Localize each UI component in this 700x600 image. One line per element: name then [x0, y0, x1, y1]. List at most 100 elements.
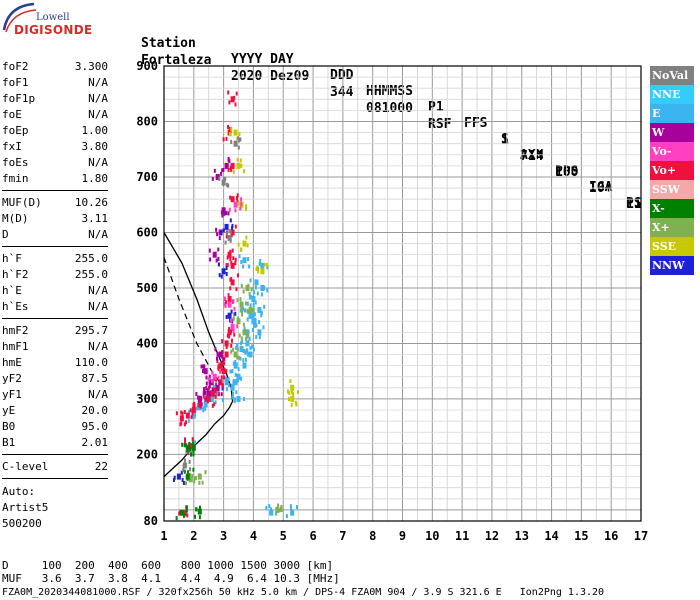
param-row: yF1 N/A — [2, 388, 108, 402]
echo-point — [234, 208, 237, 213]
param-value: 295.7 — [74, 324, 108, 337]
echo-point — [227, 183, 230, 188]
echo-point — [201, 480, 204, 485]
param-name: C-level — [2, 460, 49, 473]
echo-point — [266, 288, 269, 293]
param-name: D — [2, 228, 9, 241]
echo-point — [186, 513, 189, 518]
echo-point — [203, 386, 206, 391]
echo-point — [230, 231, 233, 236]
echo-point — [261, 284, 264, 289]
echo-point — [246, 243, 249, 248]
echo-point — [208, 374, 211, 379]
x-tick-label: 11 — [455, 529, 469, 543]
echo-point — [221, 168, 224, 173]
echo-point — [251, 313, 254, 318]
echo-point — [230, 349, 233, 354]
x-tick-label: 17 — [634, 529, 648, 543]
echo-point — [243, 326, 246, 331]
echo-point — [227, 211, 230, 216]
electron-density-profile — [163, 232, 234, 478]
y-tick-label: 500 — [136, 281, 158, 295]
echo-point — [234, 257, 237, 262]
echo-point — [237, 201, 240, 206]
param-row: hmE 110.0 — [2, 356, 108, 370]
param-row: h`F2 255.0 — [2, 268, 108, 282]
echo-point — [225, 376, 227, 381]
param-value: N/A — [88, 388, 108, 401]
echo-point — [236, 347, 239, 352]
echo-point — [246, 348, 249, 353]
echo-point — [229, 257, 232, 262]
echo-point — [252, 308, 255, 312]
echo-point — [290, 384, 295, 391]
echo-point — [237, 145, 240, 150]
echo-point — [235, 378, 238, 383]
x-tick-label: 13 — [515, 529, 529, 543]
echo-point — [257, 269, 260, 274]
hdr-iga-label: IGA — [589, 180, 613, 195]
param-row: hmF1 N/A — [2, 340, 108, 354]
echo-point — [212, 251, 217, 258]
echo-point — [241, 309, 244, 314]
param-name: yE — [2, 404, 16, 417]
echo-point — [288, 390, 291, 395]
echo-point — [230, 196, 235, 203]
x-tick-label: 9 — [399, 529, 406, 543]
echo-point — [230, 96, 235, 103]
echo-point — [243, 362, 246, 367]
param-name: M(D) — [2, 212, 29, 225]
echo-point — [195, 507, 198, 512]
echo-point — [256, 280, 259, 284]
echo-point — [229, 369, 232, 374]
echo-point — [231, 383, 234, 388]
echo-point — [216, 232, 219, 237]
chart-grid — [163, 66, 642, 521]
param-name: foEp — [2, 124, 29, 137]
echo-point — [232, 361, 235, 366]
param-name: fmin — [2, 172, 29, 185]
echo-point — [263, 285, 266, 290]
artist-code: 500200 — [2, 517, 42, 530]
echo-point — [216, 359, 219, 364]
echo-point — [251, 344, 254, 349]
echo-point — [235, 390, 238, 395]
echo-point — [179, 509, 184, 516]
echo-point — [213, 402, 216, 407]
hdr-axn-value: 714 — [520, 149, 544, 164]
echo-point — [202, 394, 205, 399]
echo-point — [221, 398, 224, 402]
echo-point — [223, 296, 226, 301]
echo-point — [218, 351, 223, 358]
echo-point — [225, 263, 228, 268]
param-value: 3.80 — [81, 140, 109, 153]
echo-point — [228, 100, 231, 105]
echo-point — [242, 322, 245, 327]
param-row: B0 95.0 — [2, 420, 108, 434]
echo-point — [189, 467, 192, 472]
echo-point — [192, 402, 195, 407]
echo-point — [262, 325, 265, 330]
header-row-2: Fortaleza 2020 Dez09 344 081000 RSF 1 71… — [0, 37, 642, 229]
echo-point — [212, 387, 217, 394]
echo-point — [253, 290, 256, 295]
echo-point — [248, 292, 251, 296]
echo-point — [183, 469, 186, 474]
series-x- — [175, 441, 202, 521]
echo-point — [218, 236, 221, 241]
echo-point — [242, 257, 247, 264]
divider — [2, 454, 108, 455]
echo-point — [240, 336, 243, 341]
echo-point — [225, 315, 228, 319]
echo-point — [232, 299, 235, 303]
echo-point — [205, 402, 208, 407]
echo-point — [231, 369, 234, 373]
param-name: h`F — [2, 252, 22, 265]
echo-point — [217, 392, 220, 397]
echo-point — [191, 411, 194, 416]
autoscaling-label: Auto: — [2, 485, 36, 498]
echo-point — [206, 390, 211, 397]
param-row: foF2 3.300 — [2, 60, 108, 74]
echo-point — [247, 283, 250, 288]
echo-point — [263, 304, 266, 309]
